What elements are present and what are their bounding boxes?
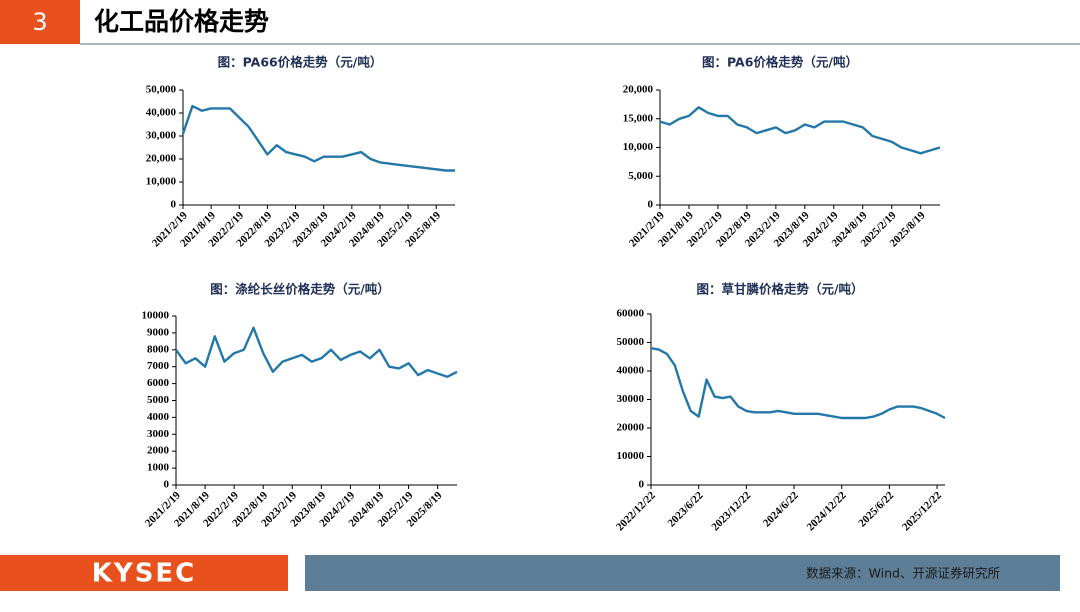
- line-series: [181, 104, 455, 172]
- chart-title: 图：PA6价格走势（元/吨）: [702, 55, 858, 70]
- y-tick-label: 2000: [147, 445, 170, 457]
- footer-logo-box: [0, 555, 288, 591]
- y-tick-label: 6000: [147, 377, 170, 389]
- y-tick-label: 10,000: [623, 141, 654, 153]
- y-tick-label: 7000: [147, 360, 170, 372]
- y-tick-label: 0: [164, 479, 170, 491]
- y-tick-label: 50000: [617, 336, 645, 348]
- chart-title: 图：草甘膦价格走势（元/吨）: [696, 282, 863, 297]
- y-tick-label: 3000: [147, 428, 170, 440]
- y-tick-label: 20,000: [623, 84, 654, 96]
- chart-title: 图：涤纶长丝价格走势（元/吨）: [210, 282, 390, 297]
- y-tick-label: 50,000: [146, 84, 177, 96]
- y-tick-label: 4000: [147, 411, 170, 423]
- footer-logo: KYSEC: [92, 559, 197, 589]
- y-tick-label: 8000: [147, 343, 170, 355]
- x-tick-label: 2024/6/22: [761, 489, 801, 529]
- footer-source: 数据来源：Wind、开源证券研究所: [806, 566, 1000, 581]
- x-tick-label: 2023/12/22: [709, 489, 753, 533]
- footer-bar: [305, 555, 1060, 591]
- header-title: 化工品价格走势: [94, 7, 269, 36]
- line-series: [175, 326, 458, 378]
- x-tick-label: 2024/12/22: [805, 489, 849, 533]
- line-series: [659, 106, 941, 155]
- y-tick-label: 60000: [617, 308, 645, 320]
- line-series: [650, 347, 946, 420]
- x-tick-label: 2022/12/22: [614, 489, 658, 533]
- y-tick-label: 0: [639, 479, 645, 491]
- x-tick-label: 2025/6/22: [856, 489, 896, 529]
- y-tick-label: 15,000: [623, 112, 654, 124]
- y-tick-label: 10000: [617, 450, 645, 462]
- y-tick-label: 30000: [617, 393, 645, 405]
- y-tick-label: 20000: [617, 422, 645, 434]
- y-tick-label: 20,000: [146, 153, 177, 165]
- x-tick-label: 2023/6/22: [666, 489, 706, 529]
- y-tick-label: 9000: [147, 326, 170, 338]
- y-tick-label: 40000: [617, 365, 645, 377]
- x-tick-label: 2025/12/22: [900, 489, 944, 533]
- y-tick-label: 10000: [142, 310, 170, 322]
- y-tick-label: 10,000: [146, 176, 177, 188]
- header-number: 3: [32, 8, 47, 36]
- chart-title: 图：PA66价格走势（元/吨）: [218, 55, 383, 70]
- y-tick-label: 1000: [147, 462, 170, 474]
- header-badge: [0, 0, 80, 44]
- y-tick-label: 0: [171, 199, 177, 211]
- y-tick-label: 0: [648, 199, 654, 211]
- y-tick-label: 40,000: [146, 107, 177, 119]
- y-tick-label: 5,000: [628, 170, 653, 182]
- y-tick-label: 5000: [147, 394, 170, 406]
- y-tick-label: 30,000: [146, 130, 177, 142]
